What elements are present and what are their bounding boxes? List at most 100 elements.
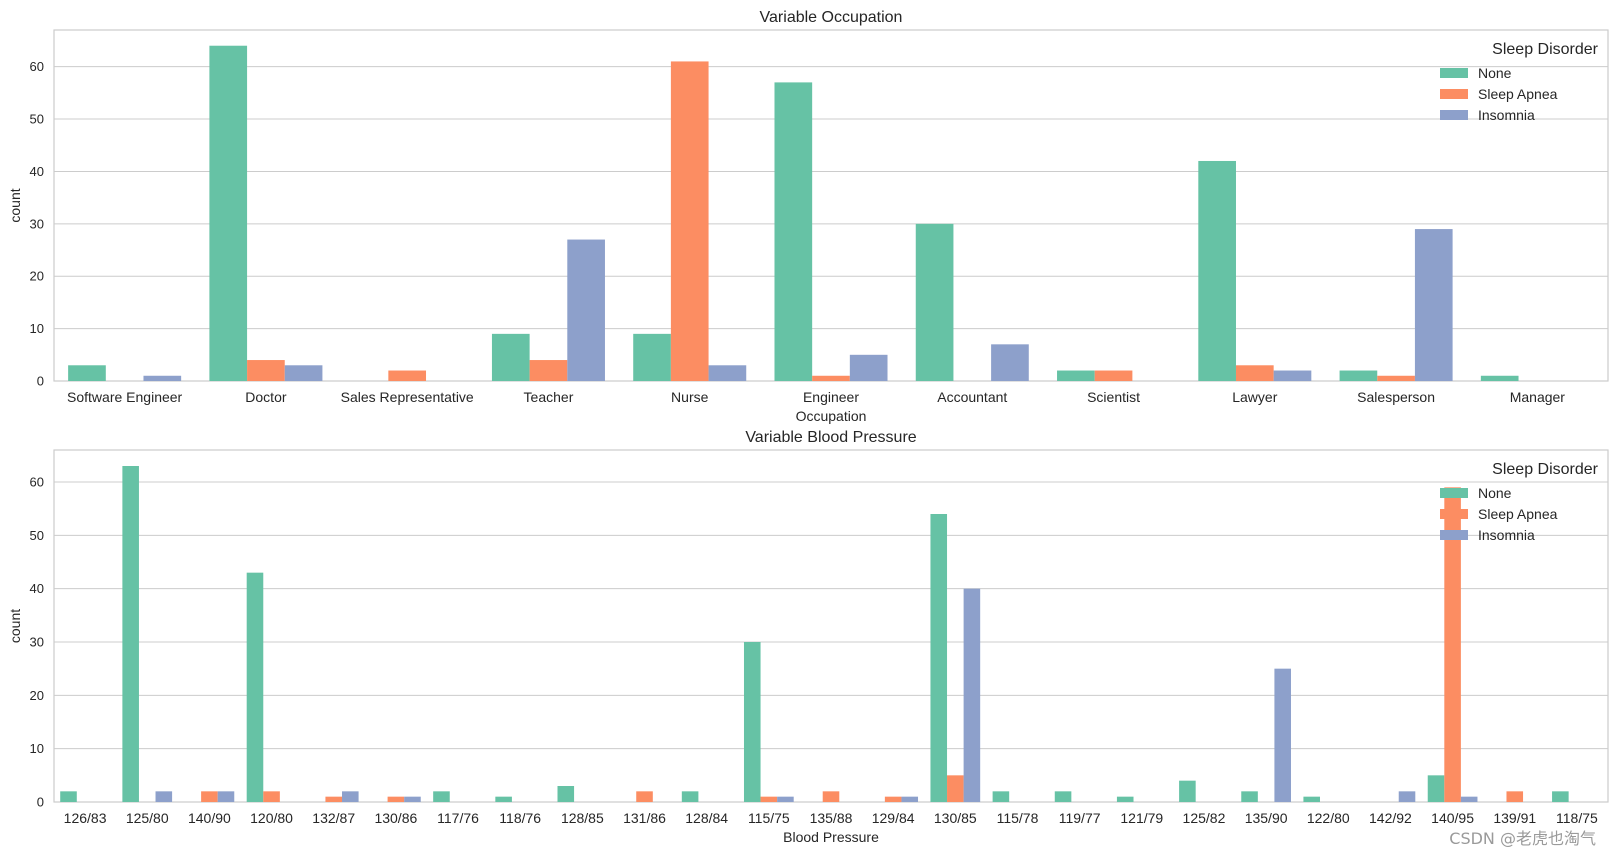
legend: Sleep Disorder None Sleep Apnea Insomnia [1440,41,1599,123]
y-tick-label: 60 [30,475,44,490]
bar-none [557,786,575,802]
bar-insomnia [143,375,182,381]
bar-sleep-apnea [822,791,840,802]
legend-title: Sleep Disorder [1492,41,1599,58]
x-tick-label: Accountant [937,389,1007,405]
y-tick-label: 40 [30,581,44,596]
y-tick-label: 50 [30,528,44,543]
x-tick-label: 128/85 [561,810,604,826]
bar-insomnia [284,365,323,381]
x-tick-label: 130/85 [934,810,977,826]
bar-sleep-apnea [388,370,427,381]
y-tick-label: 20 [30,269,44,284]
bar-none [1198,160,1236,381]
bar-none [930,514,948,802]
x-tick-label: 142/92 [1369,810,1412,826]
bar-sleep-apnea [812,375,850,381]
bar-none [1179,780,1196,802]
bar-insomnia [1398,791,1416,802]
chart-panel-1: 0 10 20 30 40 50 60 Software Engineer Doctor Sale… [7,9,1609,424]
bar-none [209,45,248,381]
x-tick-label: Lawyer [1232,389,1277,405]
x-axis-label: Blood Pressure [783,829,879,845]
bar-sleep-apnea [1235,365,1274,381]
bar-none [774,82,813,381]
bar-none [915,223,954,381]
bar-none [1116,796,1134,802]
bar-none [491,333,530,381]
y-tick-label: 60 [30,59,44,74]
bar-insomnia [217,791,235,802]
legend-title: Sleep Disorder [1492,461,1599,478]
x-tick-label: 140/90 [188,810,231,826]
x-tick-label: 125/82 [1183,810,1226,826]
x-tick-label: Doctor [245,389,287,405]
bar-none [1427,775,1445,802]
bar-none [68,365,106,381]
bar-none [122,466,139,802]
bar-none [246,572,264,802]
bar-sleep-apnea [947,775,964,802]
x-tick-label: 139/91 [1493,810,1536,826]
bar-insomnia [708,365,747,381]
y-axis-label: count [7,609,23,643]
chart-title: Variable Blood Pressure [745,429,916,446]
legend: Sleep Disorder None Sleep Apnea Insomnia [1440,461,1599,543]
bar-insomnia [155,791,173,802]
legend-label: Sleep Apnea [1478,86,1558,102]
x-tick-label: 121/79 [1120,810,1163,826]
bar-insomnia [991,344,1029,381]
x-tick-label: 120/80 [250,810,293,826]
bar-sleep-apnea [760,796,778,802]
y-tick-label: 10 [30,321,44,336]
bar-insomnia [567,239,605,381]
bar-sleep-apnea [636,791,653,802]
bar-sleep-apnea [529,360,568,381]
x-tick-label: 130/86 [374,810,417,826]
x-tick-label: Software Engineer [67,389,183,405]
y-tick-label: 30 [30,635,44,650]
x-tick-label: 115/75 [748,810,790,826]
bar-sleep-apnea [1444,487,1461,802]
x-tick-label: Engineer [803,389,859,405]
bar-none [1480,375,1519,381]
legend-label: Sleep Apnea [1478,506,1558,522]
legend-label: Insomnia [1478,107,1535,123]
bar-none [1241,791,1258,802]
bar-insomnia [963,588,981,802]
legend-swatch [1440,89,1468,99]
bar-insomnia [1273,370,1312,381]
bar-insomnia [901,796,919,802]
bar-sleep-apnea [263,791,280,802]
x-tick-label: 129/84 [872,810,915,826]
bar-none [992,791,1010,802]
x-tick-label: Manager [1510,389,1566,405]
x-tick-label: 119/77 [1059,810,1101,826]
x-tick-label: 118/76 [499,810,541,826]
x-tick-label: Salesperson [1357,389,1435,405]
bar-insomnia [1460,796,1478,802]
x-tick-label: 126/83 [64,810,107,826]
x-tick-label: 131/86 [623,810,666,826]
x-tick-label: 115/78 [997,810,1039,826]
y-tick-label: 0 [37,374,44,389]
y-tick-label: 0 [37,795,44,810]
y-tick-label: 50 [30,112,44,127]
x-tick-label: 135/88 [810,810,853,826]
bar-sleep-apnea [1094,370,1133,381]
legend-swatch [1440,68,1468,78]
x-tick-label: 135/90 [1245,810,1288,826]
x-axis-label: Occupation [796,408,867,424]
chart-panel-2: 0 10 20 30 40 50 60 126/83 125/80 140/90 120/80 132… [7,429,1609,845]
bar-none [681,791,699,802]
bar-insomnia [849,354,888,381]
x-tick-label: 140/95 [1431,810,1474,826]
bar-sleep-apnea [247,360,285,381]
legend-label: None [1478,65,1512,81]
bar-none [1552,791,1569,802]
x-tick-label: 128/84 [685,810,728,826]
bar-sleep-apnea [1506,791,1524,802]
bar-insomnia [1414,229,1453,381]
legend-swatch [1440,488,1468,498]
